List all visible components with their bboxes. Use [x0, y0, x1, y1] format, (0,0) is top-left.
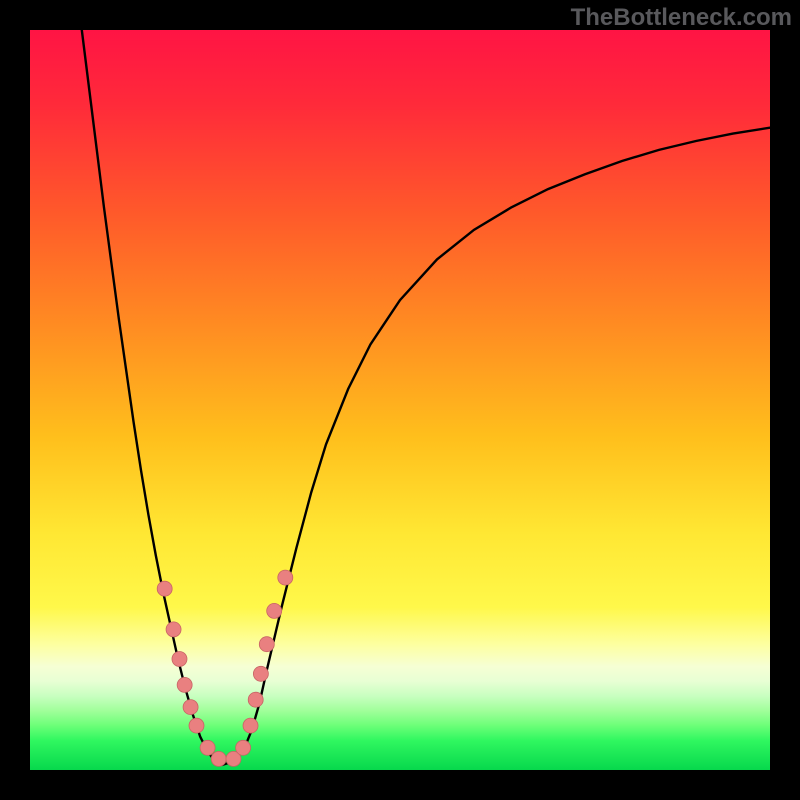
data-marker	[267, 603, 282, 618]
watermark-text: TheBottleneck.com	[571, 4, 792, 32]
data-marker	[189, 718, 204, 733]
marker-group	[157, 570, 293, 766]
data-marker	[200, 740, 215, 755]
data-marker	[183, 700, 198, 715]
data-marker	[236, 740, 251, 755]
data-marker	[157, 581, 172, 596]
curve-overlay	[30, 30, 770, 770]
chart-frame: TheBottleneck.com	[0, 0, 800, 800]
data-marker	[278, 570, 293, 585]
data-marker	[177, 677, 192, 692]
data-marker	[166, 622, 181, 637]
data-marker	[259, 637, 274, 652]
data-marker	[248, 692, 263, 707]
curve-left	[82, 30, 237, 765]
data-marker	[253, 666, 268, 681]
plot-area	[30, 30, 770, 770]
data-marker	[172, 652, 187, 667]
curve-right	[237, 128, 770, 757]
data-marker	[243, 718, 258, 733]
data-marker	[211, 751, 226, 766]
